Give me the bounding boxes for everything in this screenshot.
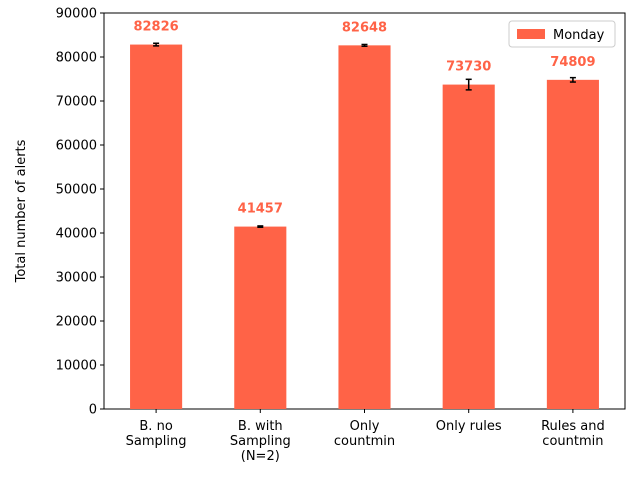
bar	[338, 45, 391, 409]
bar	[130, 44, 183, 409]
y-tick-label: 80000	[56, 51, 97, 66]
data-labels-group: 82826 41457 82648 73730 74809	[133, 20, 595, 217]
x-tick-label: (N=2)	[241, 449, 280, 464]
x-tick-label: Only rules	[436, 419, 502, 434]
x-tick-label: countmin	[542, 434, 603, 449]
error-bars-group	[153, 42, 576, 228]
legend-label-monday: Monday	[553, 28, 605, 43]
x-tick-label: Sampling	[230, 434, 291, 449]
error-bar	[465, 78, 472, 91]
legend-box	[508, 20, 616, 48]
y-axis: 0 10000 20000 30000 40000 50000 60000 70000 8000…	[56, 7, 104, 418]
data-label: 82826	[133, 20, 178, 35]
legend-swatch-monday	[517, 29, 545, 39]
data-label: 41457	[238, 202, 283, 217]
y-tick-label: 60000	[56, 139, 97, 154]
y-tick-label: 50000	[56, 183, 97, 198]
bar	[234, 226, 287, 409]
bars-group	[130, 44, 599, 410]
y-tick-label: 90000	[56, 7, 97, 22]
x-tick-label: countmin	[334, 434, 395, 449]
y-tick-label: 20000	[56, 315, 97, 330]
x-tick-label: B. no	[139, 419, 172, 434]
data-label: 74809	[550, 55, 595, 70]
error-bar	[153, 42, 160, 47]
x-tick-label: B. with	[238, 419, 283, 434]
error-bar	[361, 43, 368, 47]
data-label: 73730	[446, 60, 491, 75]
legend: Monday	[508, 20, 616, 48]
y-tick-label: 40000	[56, 227, 97, 242]
x-tick-label: Sampling	[126, 434, 187, 449]
bar	[546, 79, 599, 410]
error-bar	[569, 76, 576, 83]
y-tick-label: 10000	[56, 359, 97, 374]
y-tick-label: 30000	[56, 271, 97, 286]
y-tick-label: 70000	[56, 95, 97, 110]
error-bar	[257, 225, 264, 228]
bar	[442, 84, 495, 409]
data-label: 82648	[342, 20, 387, 35]
y-tick-label: 0	[89, 403, 97, 418]
x-tick-label: Rules and	[541, 419, 605, 434]
y-axis-title: Total number of alerts	[14, 139, 29, 283]
x-tick-label: Only	[350, 419, 380, 434]
